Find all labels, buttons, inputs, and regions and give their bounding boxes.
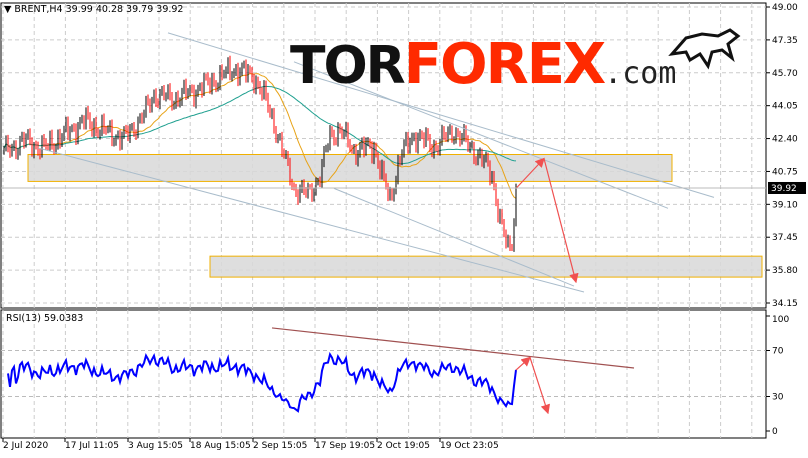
- rsi-trendline: [271, 327, 635, 369]
- bull-icon: [668, 28, 741, 70]
- time-tick-label: 18 Aug 15:05: [190, 441, 251, 451]
- time-tick-label: 17 Sep 19:05: [315, 441, 375, 451]
- time-tick-label: 19 Oct 23:05: [440, 441, 499, 451]
- logo-forex: FOREX: [403, 32, 606, 97]
- rsi-forecast-arrow: [515, 356, 531, 371]
- rsi-tick-label: 0: [772, 427, 778, 437]
- triangle-down-icon[interactable]: ▼: [4, 4, 12, 15]
- price-tick-label: 40.75: [772, 167, 798, 177]
- current-price-tag: [768, 181, 806, 194]
- price-tick-label: 44.05: [772, 102, 798, 112]
- rsi-pane-frame: [0, 309, 767, 439]
- rsi-line: [7, 351, 517, 413]
- price-tick-label: 45.70: [772, 69, 798, 79]
- main-pane-frame: [0, 2, 767, 309]
- price-tick-label: 47.35: [772, 36, 798, 46]
- support-resistance-zone: [27, 154, 673, 182]
- moving-average-line: [3, 73, 517, 199]
- time-tick-label: 2 Jul 2020: [3, 441, 48, 451]
- ohlc-values: 39.99 40.28 39.79 39.92: [65, 4, 184, 15]
- torforex-logo: TORFOREX.com: [290, 28, 741, 102]
- forecast-arrow: [515, 157, 545, 189]
- time-tick-label: 17 Jul 11:05: [65, 441, 119, 451]
- forecast-arrow: [543, 158, 579, 284]
- logo-tor: TOR: [290, 36, 406, 96]
- price-tick-label: 34.15: [772, 299, 798, 309]
- price-tick-label: 49.00: [772, 3, 798, 13]
- rsi-label: RSI(13) 59.0383: [6, 313, 84, 324]
- rsi-tick-label: 70: [772, 347, 784, 357]
- price-tick-label: 37.45: [772, 233, 798, 243]
- current-price-label: 39.92: [771, 184, 797, 194]
- price-tick-label: 35.80: [772, 266, 798, 276]
- rsi-tick-label: 30: [772, 393, 784, 403]
- time-tick-label: 3 Aug 15:05: [128, 441, 183, 451]
- time-tick-label: 2 Sep 15:05: [253, 441, 307, 451]
- channel-trendline: [37, 147, 585, 293]
- price-tick-label: 39.10: [772, 200, 798, 210]
- rsi-forecast-arrow: [529, 357, 550, 415]
- channel-trendline: [333, 187, 575, 287]
- rsi-tick-label: 100: [772, 315, 789, 325]
- time-tick-label: 2 Oct 19:05: [377, 441, 430, 451]
- channel-trendline: [167, 32, 715, 198]
- symbol-label: BRENT,H4: [14, 4, 63, 15]
- channel-trendline: [293, 61, 669, 209]
- price-tick-label: 42.40: [772, 135, 798, 145]
- logo-com: .com: [604, 56, 677, 91]
- chart-header: ▼ BRENT,H4 39.99 40.28 39.79 39.92: [4, 4, 183, 15]
